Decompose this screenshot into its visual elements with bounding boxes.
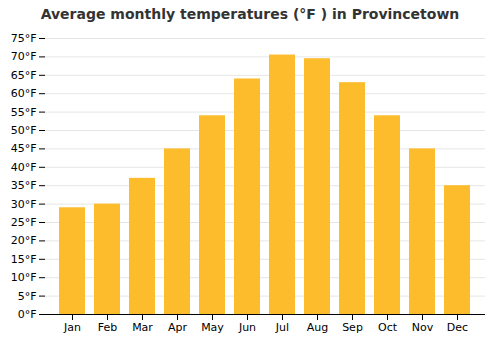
svg-text:Jun: Jun — [238, 321, 256, 334]
svg-text:5°F: 5°F — [18, 290, 37, 303]
svg-text:10°F: 10°F — [11, 271, 37, 284]
svg-text:70°F: 70°F — [11, 50, 37, 63]
svg-text:0°F: 0°F — [18, 308, 37, 321]
svg-text:35°F: 35°F — [11, 179, 37, 192]
svg-text:55°F: 55°F — [11, 106, 37, 119]
svg-text:50°F: 50°F — [11, 124, 37, 137]
svg-text:30°F: 30°F — [11, 198, 37, 211]
svg-text:Sep: Sep — [342, 321, 363, 334]
svg-text:40°F: 40°F — [11, 161, 37, 174]
svg-text:Feb: Feb — [98, 321, 117, 334]
svg-text:45°F: 45°F — [11, 142, 37, 155]
svg-text:65°F: 65°F — [11, 69, 37, 82]
svg-text:75°F: 75°F — [11, 32, 37, 45]
svg-text:20°F: 20°F — [11, 234, 37, 247]
svg-text:Apr: Apr — [168, 321, 188, 334]
svg-text:60°F: 60°F — [11, 87, 37, 100]
svg-text:Jul: Jul — [275, 321, 289, 334]
html-text:Average monthly temperatures (: Average monthly temperatures (°F ) in Pr… — [40, 6, 460, 22]
svg-text:15°F: 15°F — [11, 253, 37, 266]
svg-text:Mar: Mar — [132, 321, 153, 334]
svg-text:Jan: Jan — [63, 321, 81, 334]
svg-text:25°F: 25°F — [11, 216, 37, 229]
svg-text:Nov: Nov — [412, 321, 434, 334]
svg-text:Aug: Aug — [307, 321, 328, 334]
svg-text:Dec: Dec — [447, 321, 468, 334]
svg-text:May: May — [201, 321, 224, 334]
svg-text:Oct: Oct — [378, 321, 398, 334]
